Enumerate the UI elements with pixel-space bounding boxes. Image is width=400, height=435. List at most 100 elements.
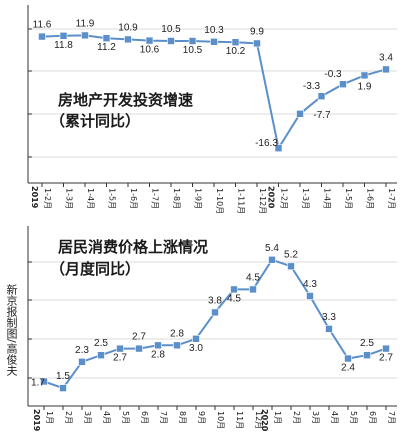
x-tick-label: 5月 (121, 411, 130, 424)
x-tick-label: 3月 (311, 411, 320, 424)
x-tick-label: 1-3月 (65, 188, 74, 209)
x-tick-label: 1-2月 (43, 188, 52, 209)
data-point (81, 31, 89, 40)
x-tick-label: 1-4月 (323, 188, 332, 209)
data-label: 10.6 (140, 45, 160, 56)
data-label: 2.3 (75, 345, 89, 356)
x-tick-label: 1-4月 (86, 188, 95, 209)
x-tick-label: 1-5月 (108, 188, 117, 209)
data-label: 3.8 (208, 295, 222, 306)
data-label: -16.3 (255, 138, 278, 149)
x-tick-label: 1月 (45, 411, 54, 424)
data-point (363, 351, 371, 360)
data-point (249, 285, 257, 294)
x-tick-label: 1-10月 (215, 188, 224, 214)
x-tick-label: 6月 (368, 411, 377, 424)
data-point (40, 377, 48, 386)
x-tick-label: 1-12月 (258, 188, 267, 214)
data-label: 3.3 (322, 312, 336, 323)
data-label: 4.5 (246, 272, 260, 283)
x-tick-label: 1-7月 (151, 188, 160, 209)
data-label: 4.5 (227, 293, 241, 304)
x-tick-label: 1-2月 (280, 188, 289, 209)
x-tick-label: 1-6月 (366, 188, 375, 209)
data-point (78, 357, 86, 366)
data-point (97, 351, 105, 360)
data-point (145, 36, 154, 45)
data-point (116, 344, 124, 353)
data-point (124, 35, 132, 44)
x-tick-label: 3月 (83, 411, 92, 424)
data-point (253, 39, 261, 48)
data-label: 11.2 (97, 42, 116, 53)
data-label: 1.5 (56, 371, 70, 382)
data-point (339, 80, 347, 88)
data-label: 10.3 (204, 25, 224, 36)
data-point (274, 144, 283, 152)
data-label: 11.6 (33, 20, 52, 31)
data-point (231, 38, 240, 47)
data-point (210, 37, 218, 46)
data-label: 2.5 (94, 338, 108, 349)
x-tick-label: 7月 (159, 411, 168, 424)
x-tick-label: 8月 (178, 411, 187, 424)
data-label: 10.5 (183, 45, 203, 56)
data-label: 11.9 (76, 18, 95, 29)
data-point (306, 292, 314, 300)
x-tick-label: 9月 (197, 411, 206, 424)
chart2-marks: 1.7 1.5 2.3 2.5 2.7 2.7 2.8 2.8 3.0 3.8 4.5 4.5 5.4 5… (31, 243, 396, 432)
data-point (325, 325, 333, 333)
data-label: 2.8 (151, 349, 165, 360)
data-point (344, 354, 352, 363)
x-tick-label: 6月 (140, 411, 149, 424)
data-point (360, 71, 369, 80)
x-tick-label: 12月 (254, 411, 263, 429)
x-tick-label: 1-9月 (194, 188, 203, 209)
data-label: 2.4 (341, 363, 355, 374)
chart2-title: 居民消费价格上涨情况 (58, 238, 208, 256)
x-tick-label: 4月 (102, 411, 111, 424)
chart1-marks: 11.611.811.911.210.910.610.510.510.310.2… (30, 18, 396, 214)
data-point (382, 65, 390, 74)
data-label: 2.7 (132, 332, 146, 343)
x-tick-label: 10月 (216, 411, 225, 429)
data-label: 3.0 (189, 343, 203, 354)
chart1-subtitle: （累计同比） (50, 112, 140, 130)
data-point (38, 32, 46, 41)
data-point (135, 344, 143, 353)
data-label: 5.2 (284, 249, 298, 260)
x-tick-label: 1-7月 (387, 188, 396, 209)
year-label: 2020 (267, 186, 276, 209)
year-label: 2019 (30, 186, 39, 209)
data-point (154, 341, 162, 350)
data-point (192, 334, 200, 343)
cpi-chart: 居民消费价格上涨情况 （月度同比） 1.7 1.5 2.3 2.5 2.7 2.7 2.8 2… (27, 226, 397, 432)
image-credit: 新京报制图/高俊夫 (5, 284, 18, 376)
x-tick-label: 2月 (292, 411, 301, 424)
data-point (211, 308, 219, 317)
data-label: 1.7 (31, 378, 45, 389)
data-label: 2.8 (170, 328, 184, 339)
data-point (287, 262, 295, 271)
data-label: 2.7 (113, 353, 127, 364)
data-point (382, 344, 390, 353)
chart1-title: 房地产开发投资增速 (58, 91, 193, 109)
data-label: 10.5 (161, 24, 181, 35)
chart1-background (28, 5, 397, 183)
data-label: 10.9 (118, 22, 138, 33)
investment-growth-chart: 房地产开发投资增速 （累计同比） 11.611.811.9 11.210.9 10.… (27, 5, 397, 214)
data-label: 3.4 (379, 52, 393, 63)
data-point (230, 285, 238, 294)
x-tick-label: 1-3月 (301, 188, 310, 209)
data-label: 1.9 (358, 81, 372, 92)
data-label: 2.5 (360, 338, 374, 349)
x-tick-label: 4月 (330, 411, 339, 424)
x-tick-label: 7月 (387, 411, 396, 424)
data-point (188, 37, 197, 45)
data-label: -7.7 (313, 110, 331, 121)
data-label: 9.9 (250, 26, 264, 37)
data-point (167, 37, 175, 45)
x-tick-label: 2月 (64, 411, 73, 424)
x-tick-label: 1-5月 (344, 188, 353, 209)
data-point (296, 110, 304, 118)
